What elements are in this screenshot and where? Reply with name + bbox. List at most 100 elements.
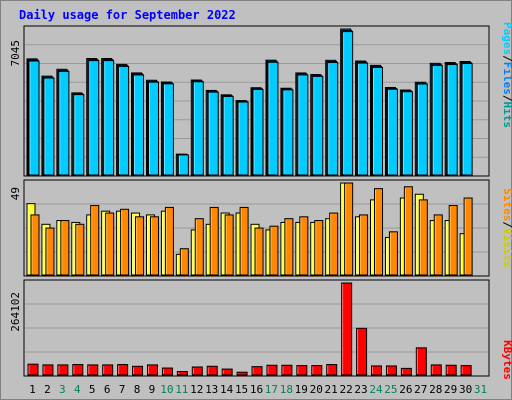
x-tick-label-26: 26 bbox=[399, 383, 412, 396]
x-tick-label-6: 6 bbox=[104, 383, 111, 396]
bar-sites-14 bbox=[224, 214, 234, 276]
bar-kbytes-8 bbox=[132, 365, 144, 376]
legend-visits: Visits bbox=[501, 228, 512, 268]
bar-kbytes-29 bbox=[445, 364, 457, 376]
bar-pages-1 bbox=[28, 60, 40, 176]
bar-pages-28 bbox=[431, 64, 443, 176]
x-axis: 1 2 3 4 5 6 7 8 9 10 11 12 13 14 15 16 17 18 19 20 21 22 23 24 2… bbox=[29, 383, 487, 396]
x-tick-label-16: 16 bbox=[250, 383, 263, 396]
x-tick-label-25: 25 bbox=[384, 383, 397, 396]
bar-sites-18 bbox=[284, 218, 294, 276]
bar-kbytes-21 bbox=[326, 364, 338, 376]
x-tick-label-27: 27 bbox=[414, 383, 427, 396]
bar-pages-11 bbox=[177, 154, 189, 176]
x-tick-label-22: 22 bbox=[339, 383, 352, 396]
bar-kbytes-18 bbox=[281, 364, 293, 376]
bar-pages-6 bbox=[103, 60, 115, 176]
bar-pages-3 bbox=[58, 70, 70, 176]
bar-pages-20 bbox=[312, 75, 324, 176]
x-tick-label-3: 3 bbox=[59, 383, 66, 396]
y-max-label: 7045 bbox=[9, 40, 22, 67]
bar-kbytes-22 bbox=[341, 282, 353, 376]
bar-pages-27 bbox=[416, 83, 428, 176]
legend-visits-panel: Sites/Visits bbox=[501, 188, 512, 268]
bar-kbytes-25 bbox=[385, 365, 397, 376]
bar-sites-15 bbox=[239, 206, 249, 276]
bar-pages-21 bbox=[327, 61, 339, 176]
x-tick-label-30: 30 bbox=[459, 383, 472, 396]
bar-pages-17 bbox=[267, 61, 279, 176]
bar-kbytes-11 bbox=[176, 371, 188, 376]
x-tick-label-8: 8 bbox=[134, 383, 141, 396]
legend-kbytes: KBytes bbox=[501, 340, 512, 380]
bar-sites-2 bbox=[45, 227, 55, 276]
bar-pages-2 bbox=[43, 77, 55, 176]
x-tick-label-7: 7 bbox=[119, 383, 126, 396]
x-tick-label-18: 18 bbox=[280, 383, 293, 396]
bar-kbytes-17 bbox=[266, 364, 278, 376]
bar-kbytes-12 bbox=[191, 366, 203, 376]
bar-sites-5 bbox=[90, 205, 100, 276]
bar-sites-29 bbox=[448, 205, 458, 276]
bar-sites-21 bbox=[329, 212, 339, 276]
bar-kbytes-2 bbox=[42, 364, 54, 376]
bar-kbytes-27 bbox=[415, 347, 427, 376]
bar-sites-8 bbox=[135, 216, 145, 276]
x-tick-label-4: 4 bbox=[74, 383, 81, 396]
bar-pages-14 bbox=[222, 95, 234, 176]
bar-pages-13 bbox=[207, 91, 219, 176]
bar-pages-10 bbox=[162, 83, 174, 176]
x-tick-label-21: 21 bbox=[325, 383, 338, 396]
bar-kbytes-1 bbox=[27, 363, 39, 376]
bar-pages-30 bbox=[461, 63, 473, 176]
bar-kbytes-4 bbox=[72, 364, 84, 376]
x-tick-label-29: 29 bbox=[444, 383, 457, 396]
x-tick-label-9: 9 bbox=[149, 383, 156, 396]
bar-kbytes-23 bbox=[356, 327, 368, 376]
bar-sites-28 bbox=[433, 214, 443, 276]
bar-pages-4 bbox=[73, 94, 85, 176]
bar-sites-11 bbox=[179, 248, 189, 276]
bar-sites-17 bbox=[269, 225, 279, 276]
bar-pages-25 bbox=[386, 88, 398, 176]
bar-pages-24 bbox=[372, 66, 384, 176]
bar-sites-26 bbox=[403, 186, 413, 276]
bar-kbytes-26 bbox=[400, 367, 412, 376]
bar-kbytes-14 bbox=[221, 368, 233, 376]
x-tick-label-13: 13 bbox=[205, 383, 218, 396]
bar-kbytes-9 bbox=[146, 364, 158, 376]
bar-pages-23 bbox=[357, 62, 369, 176]
legend-hits-panel: Pages/Files/Hits bbox=[501, 22, 512, 128]
bar-kbytes-16 bbox=[251, 366, 263, 376]
bar-pages-29 bbox=[446, 64, 458, 176]
legend-sites: Sites bbox=[501, 188, 512, 221]
bar-sites-3 bbox=[60, 220, 70, 276]
x-tick-label-10: 10 bbox=[160, 383, 173, 396]
bar-sites-30 bbox=[463, 197, 473, 276]
bar-sites-10 bbox=[164, 206, 174, 276]
bar-pages-9 bbox=[147, 81, 159, 176]
x-tick-label-31: 31 bbox=[474, 383, 487, 396]
y-max-label: 264102 bbox=[9, 292, 22, 332]
bar-pages-7 bbox=[118, 65, 130, 176]
bar-sites-4 bbox=[75, 223, 85, 276]
x-tick-label-15: 15 bbox=[235, 383, 248, 396]
bar-kbytes-3 bbox=[57, 364, 69, 376]
bar-kbytes-15 bbox=[236, 371, 248, 376]
bar-kbytes-10 bbox=[161, 367, 173, 376]
bar-sites-25 bbox=[388, 231, 398, 276]
x-tick-label-20: 20 bbox=[310, 383, 323, 396]
y-max-label: 49 bbox=[9, 187, 22, 200]
x-tick-label-19: 19 bbox=[295, 383, 308, 396]
legend-pages: Pages bbox=[501, 22, 512, 55]
bar-sites-24 bbox=[374, 188, 384, 276]
bar-sites-9 bbox=[149, 216, 159, 276]
bar-sites-6 bbox=[105, 212, 115, 276]
x-tick-label-12: 12 bbox=[190, 383, 203, 396]
x-tick-label-17: 17 bbox=[265, 383, 278, 396]
bar-pages-19 bbox=[297, 74, 309, 176]
x-tick-label-5: 5 bbox=[89, 383, 96, 396]
bar-sites-1 bbox=[30, 214, 40, 276]
visits-panel: 49 bbox=[9, 179, 490, 277]
